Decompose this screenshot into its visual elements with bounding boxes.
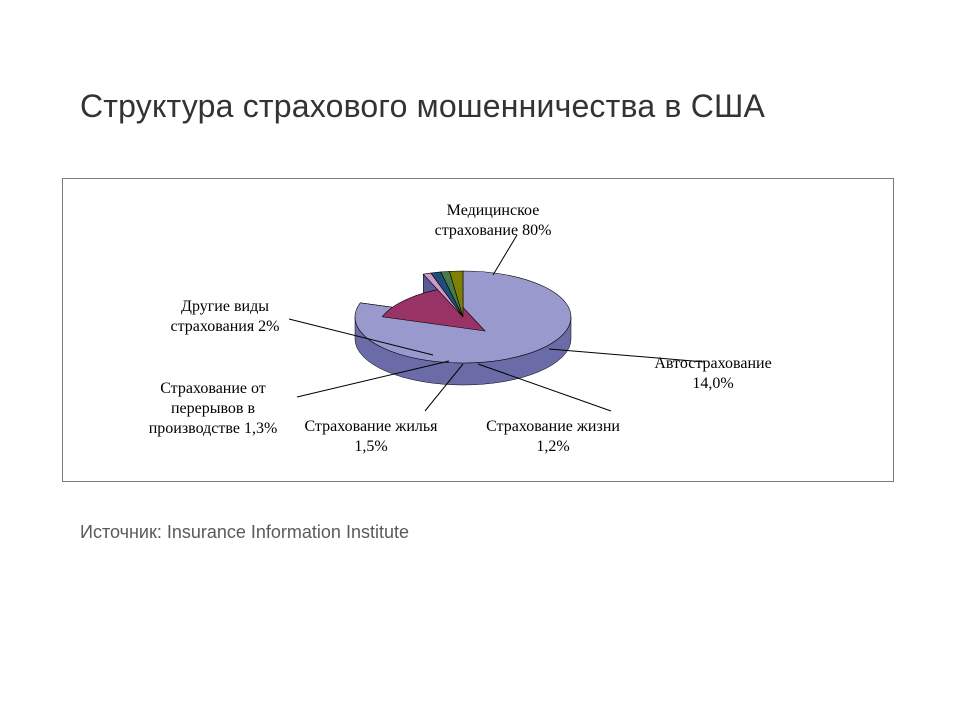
- data-label: Другие виды страхования 2%: [135, 297, 315, 337]
- data-label: Страхование жизни 1,2%: [463, 417, 643, 457]
- data-label: Страхование жилья 1,5%: [281, 417, 461, 457]
- data-label: Страхование от перерывов в производстве …: [123, 379, 303, 439]
- data-label: Медицинское страхование 80%: [403, 201, 583, 241]
- slide: Структура страхового мошенничества в США…: [0, 0, 960, 720]
- source-caption: Источник: Insurance Information Institut…: [80, 522, 409, 543]
- slide-title: Структура страхового мошенничества в США: [80, 88, 900, 125]
- data-label: Автострахование 14,0%: [623, 354, 803, 394]
- chart-container: Медицинское страхование 80% Автострахован…: [62, 178, 894, 482]
